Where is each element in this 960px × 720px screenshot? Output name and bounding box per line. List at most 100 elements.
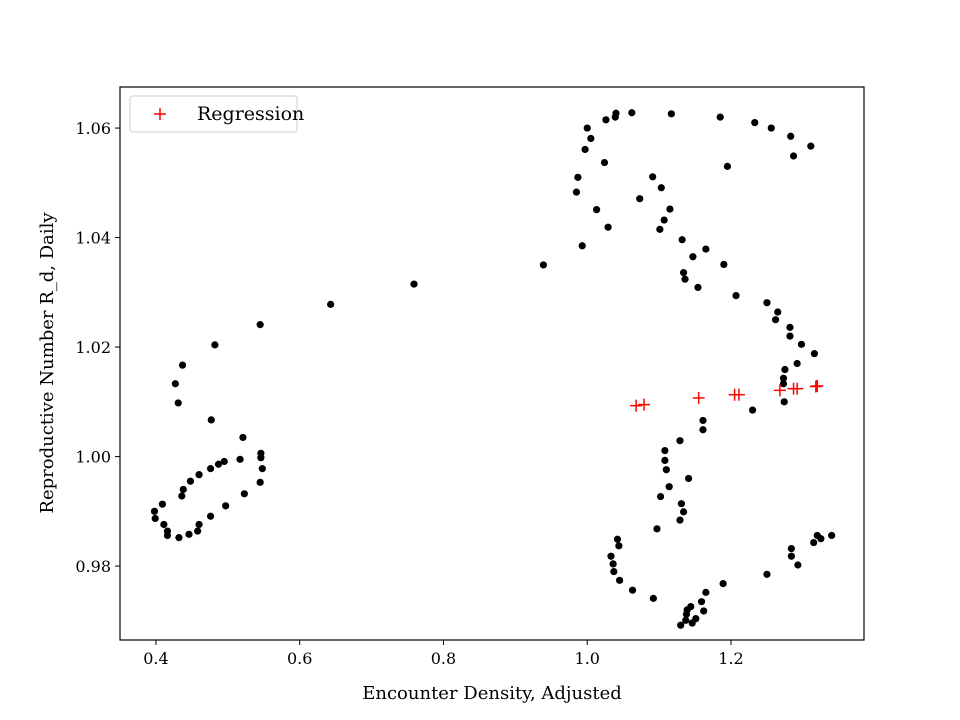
data-point bbox=[681, 275, 689, 283]
data-point bbox=[628, 109, 636, 117]
data-point bbox=[257, 449, 265, 457]
data-point bbox=[612, 109, 620, 117]
data-point bbox=[607, 552, 615, 560]
data-point bbox=[679, 508, 688, 516]
data-point bbox=[195, 471, 203, 479]
data-point bbox=[150, 507, 159, 515]
data-point bbox=[195, 520, 203, 529]
data-point bbox=[793, 359, 801, 368]
y-tick-label: 1.06 bbox=[75, 119, 111, 138]
data-point bbox=[178, 361, 187, 369]
data-point bbox=[763, 299, 771, 307]
data-point bbox=[592, 206, 601, 214]
data-point bbox=[700, 607, 708, 615]
data-point bbox=[678, 236, 686, 244]
data-point bbox=[539, 261, 547, 269]
regression-point bbox=[692, 391, 705, 404]
x-tick-label: 0.8 bbox=[431, 649, 456, 668]
data-point bbox=[657, 184, 665, 192]
data-point bbox=[649, 173, 657, 181]
data-point bbox=[258, 465, 266, 473]
data-point bbox=[797, 340, 806, 348]
data-point bbox=[628, 586, 637, 594]
data-point bbox=[786, 323, 794, 331]
data-point bbox=[787, 132, 795, 140]
legend-marker bbox=[154, 108, 166, 120]
data-point bbox=[780, 398, 788, 406]
data-point bbox=[615, 576, 624, 584]
data-point bbox=[779, 374, 788, 382]
data-point bbox=[327, 300, 335, 308]
data-point bbox=[723, 162, 732, 170]
data-point bbox=[732, 292, 740, 300]
data-point bbox=[151, 514, 159, 523]
data-point bbox=[211, 341, 219, 349]
data-point bbox=[689, 253, 697, 261]
data-point bbox=[574, 173, 582, 181]
regression-point bbox=[811, 379, 824, 392]
data-point bbox=[697, 598, 706, 606]
data-point bbox=[610, 567, 618, 576]
data-point bbox=[222, 502, 230, 510]
data-point bbox=[748, 406, 757, 414]
y-tick-label: 1.04 bbox=[75, 229, 111, 248]
legend: Regression bbox=[129, 95, 304, 133]
data-point bbox=[679, 269, 688, 277]
data-point bbox=[185, 530, 193, 538]
data-point bbox=[578, 242, 586, 250]
x-axis-label: Encounter Density, Adjusted bbox=[362, 683, 622, 704]
data-point bbox=[771, 316, 780, 324]
regression-point bbox=[791, 382, 804, 395]
plot-frame bbox=[119, 86, 865, 641]
data-point bbox=[179, 485, 187, 494]
data-point bbox=[239, 433, 247, 442]
data-point bbox=[587, 134, 595, 143]
y-tick-label: 0.98 bbox=[75, 557, 111, 576]
data-point bbox=[649, 594, 657, 602]
data-point bbox=[220, 457, 228, 466]
data-point bbox=[716, 113, 724, 121]
x-tick-label: 1.0 bbox=[575, 649, 600, 668]
ticks-layer: 0.4 0.6 0.8 1.0 1.2 0.98 1.00 1.02 1.04 1.06 bbox=[75, 119, 743, 668]
y-tick-label: 1.02 bbox=[75, 338, 111, 357]
data-point bbox=[214, 460, 223, 468]
data-point bbox=[410, 280, 418, 288]
data-point bbox=[175, 534, 183, 542]
data-point bbox=[613, 535, 622, 543]
plot-area bbox=[120, 87, 864, 640]
data-point bbox=[572, 188, 581, 196]
data-point bbox=[609, 560, 617, 568]
data-point bbox=[794, 561, 802, 569]
data-point bbox=[171, 380, 179, 388]
data-point bbox=[194, 527, 202, 535]
y-tick-label: 1.00 bbox=[75, 448, 111, 467]
data-point bbox=[660, 216, 668, 224]
data-point bbox=[828, 531, 836, 540]
x-tick-label: 0.6 bbox=[287, 649, 312, 668]
data-point bbox=[685, 474, 693, 483]
regression-point bbox=[773, 384, 786, 397]
data-point bbox=[206, 465, 215, 473]
data-point bbox=[600, 158, 609, 167]
data-point bbox=[665, 483, 673, 491]
data-point bbox=[604, 223, 612, 231]
points-layer bbox=[150, 109, 836, 629]
data-point bbox=[653, 525, 661, 533]
data-point bbox=[699, 416, 707, 425]
data-point bbox=[787, 544, 795, 553]
data-point bbox=[751, 118, 759, 127]
legend-label: Regression bbox=[197, 103, 304, 125]
data-point bbox=[207, 416, 215, 424]
data-point bbox=[602, 116, 610, 124]
data-point bbox=[810, 538, 818, 547]
data-point bbox=[719, 580, 727, 588]
data-point bbox=[676, 437, 684, 445]
data-point bbox=[702, 588, 710, 596]
data-point bbox=[687, 603, 695, 611]
data-point bbox=[661, 456, 669, 465]
data-point bbox=[581, 145, 589, 154]
regression-point bbox=[630, 399, 643, 412]
data-point bbox=[236, 455, 244, 463]
data-point bbox=[810, 350, 819, 358]
